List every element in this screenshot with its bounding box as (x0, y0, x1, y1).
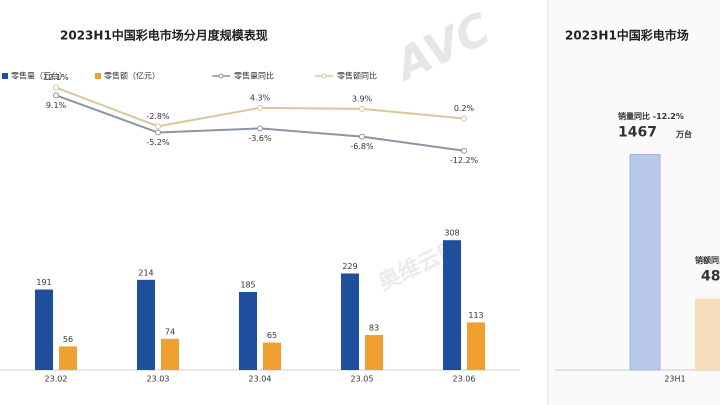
legend-label: 零售量（万台） (11, 71, 67, 81)
annotation: 销量同比 -12.2% (618, 111, 684, 121)
data-label: 1467 (618, 125, 657, 141)
data-label: -12.2% (450, 156, 479, 165)
point (359, 105, 365, 112)
data-label: 487 (701, 268, 720, 284)
data-label: 74 (165, 327, 175, 336)
data-label: 3.9% (352, 94, 373, 103)
point (155, 129, 161, 136)
point (53, 92, 59, 99)
x-tick-label: 23.06 (453, 375, 476, 384)
x-tick-label: 23.05 (351, 375, 374, 384)
data-label: 229 (342, 262, 357, 271)
bar (365, 335, 383, 370)
legend-swatch (2, 73, 8, 79)
data-label: 308 (444, 229, 459, 238)
legend-swatch (95, 73, 101, 79)
bar (239, 292, 257, 370)
bar (35, 289, 53, 370)
point (257, 104, 263, 111)
bar (263, 342, 281, 370)
bar (443, 240, 461, 370)
annotation: 销额同比 (695, 255, 720, 265)
data-label: 65 (267, 331, 277, 340)
bar (629, 154, 661, 371)
legend-label: 零售额（亿元） (104, 71, 160, 81)
data-label: 214 (138, 268, 153, 277)
x-tick-label: 23H1 (664, 375, 685, 384)
bar (341, 273, 359, 370)
data-label: 83 (369, 324, 379, 333)
bar (59, 346, 77, 370)
x-tick-label: 23.04 (249, 375, 272, 384)
x-tick-label: 23.03 (147, 375, 170, 384)
data-label: 9.1% (46, 101, 67, 110)
data-label: 56 (63, 335, 73, 344)
point (359, 133, 365, 140)
data-label: -5.2% (146, 138, 170, 147)
legend-dot (218, 73, 224, 79)
legend-label: 零售额同比 (337, 71, 377, 81)
legend-dot (321, 73, 327, 79)
point (53, 84, 59, 91)
watermark: AVC (385, 3, 498, 92)
legend-label: 零售量同比 (234, 71, 274, 81)
data-label: 0.2% (454, 104, 475, 113)
data-label: 113 (468, 311, 483, 320)
point (155, 123, 161, 130)
data-label: 185 (240, 281, 255, 290)
unit-label: 万台 (675, 129, 692, 139)
data-label: -6.8% (350, 142, 374, 151)
point (461, 147, 467, 154)
bar (161, 338, 179, 370)
data-label: 4.3% (250, 93, 271, 102)
point (461, 115, 467, 122)
data-label: -2.8% (146, 112, 170, 121)
chart-title: 2023H1中国彩电市场分月度规模表现 (60, 28, 268, 43)
chart-title: 2023H1中国彩电市场 (565, 28, 689, 43)
x-tick-label: 23.02 (45, 375, 68, 384)
data-label: -3.6% (248, 134, 272, 143)
bar (695, 298, 720, 370)
data-label: 191 (36, 278, 51, 287)
data-label: 12.1% (43, 73, 69, 82)
bar (467, 322, 485, 370)
bar (137, 279, 155, 370)
point (257, 125, 263, 132)
